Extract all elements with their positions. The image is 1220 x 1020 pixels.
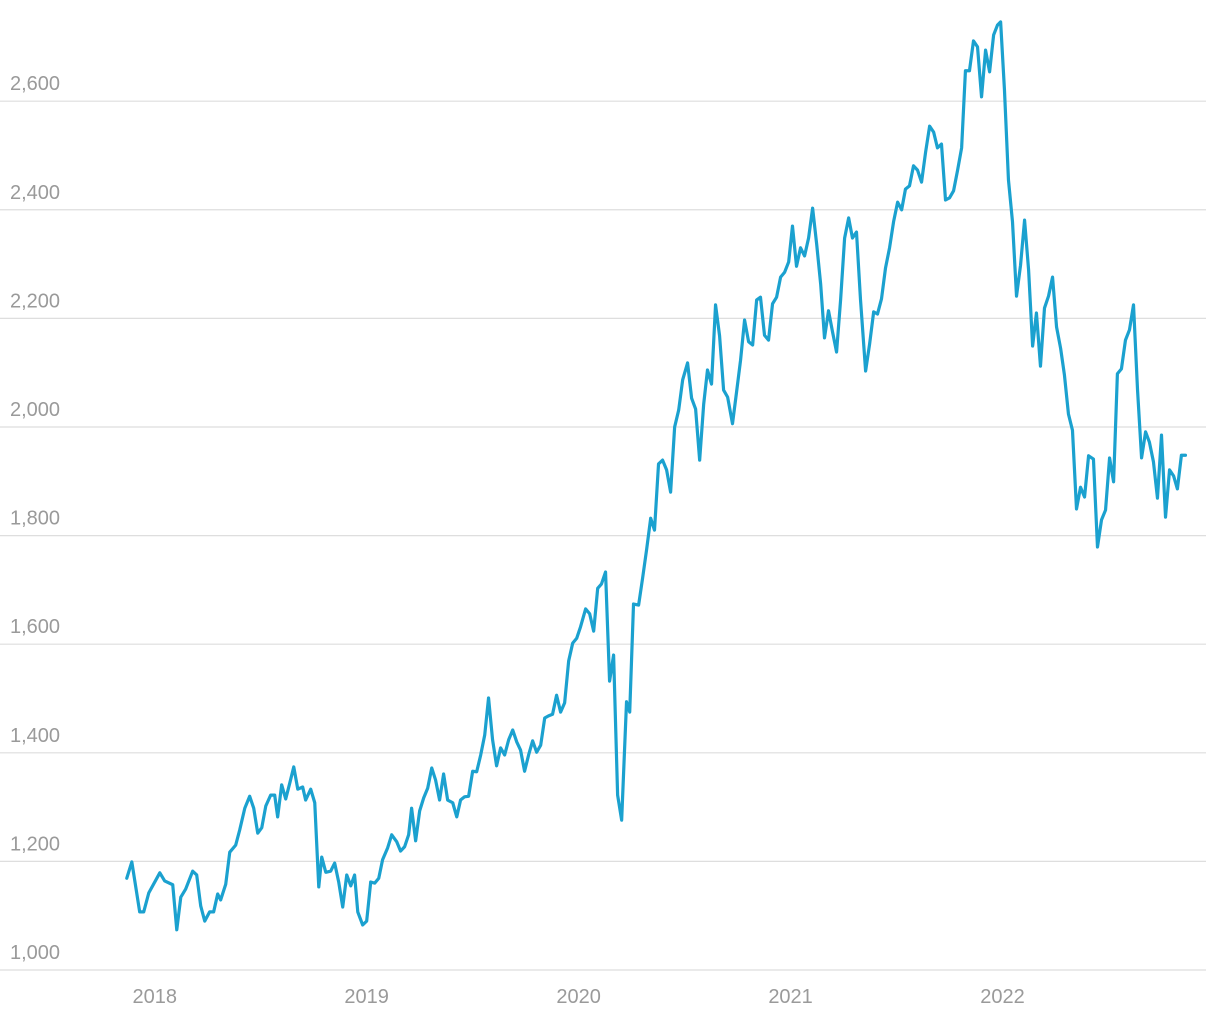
- x-tick-label: 2022: [980, 986, 1025, 1008]
- y-tick-label: 1,600: [10, 616, 60, 638]
- line: [125, 20, 1188, 932]
- y-tick-label: 1,400: [10, 725, 60, 747]
- y-tick-label: 2,000: [10, 399, 60, 421]
- y-tick-label: 1,800: [10, 508, 60, 530]
- x-tick-label: 2021: [768, 986, 813, 1008]
- y-tick-label: 1,200: [10, 833, 60, 855]
- x-tick-label: 2020: [556, 986, 601, 1008]
- y-tick-label: 1,000: [10, 942, 60, 964]
- y-tick-label: 2,600: [10, 73, 60, 95]
- x-tick-label: 2019: [344, 986, 389, 1008]
- y-tick-label: 2,400: [10, 182, 60, 204]
- x-tick-label: 2018: [132, 986, 177, 1008]
- y-tick-label: 2,200: [10, 290, 60, 312]
